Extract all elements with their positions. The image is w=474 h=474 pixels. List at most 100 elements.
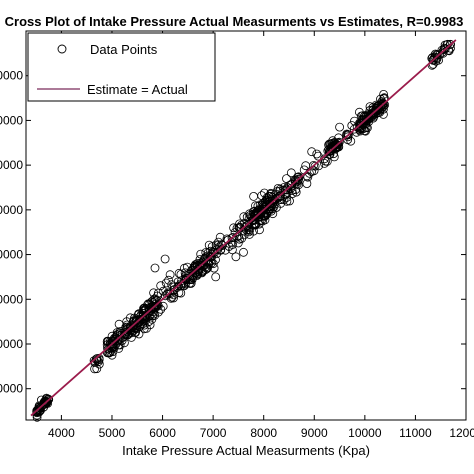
data-point	[188, 265, 198, 275]
x-tick-label: 4000	[48, 426, 75, 440]
data-point	[114, 343, 124, 353]
data-point	[255, 225, 264, 235]
data-point	[293, 175, 303, 185]
data-points-layer	[32, 39, 456, 422]
legend-estimate-line-label: Estimate = Actual	[87, 82, 188, 97]
chart-title: Cross Plot of Intake Pressure Actual Mea…	[5, 14, 464, 29]
data-point	[169, 290, 179, 300]
data-point	[229, 223, 239, 233]
data-point	[259, 205, 269, 215]
legend: Data Points Estimate = Actual	[27, 32, 216, 102]
data-point	[188, 273, 198, 283]
y-tick-label: 0000	[0, 158, 23, 172]
data-point	[165, 270, 175, 280]
data-point	[120, 338, 129, 348]
data-point	[428, 55, 438, 65]
x-tick-label: 10000	[348, 426, 382, 440]
data-point	[239, 247, 248, 257]
data-point	[162, 289, 172, 299]
y-tick-label: 0000	[0, 69, 23, 83]
data-point	[103, 343, 112, 353]
data-point	[134, 309, 144, 319]
legend-box	[27, 32, 216, 102]
x-axis-label: Intake Pressure Actual Measurments (Kpa)	[122, 443, 370, 458]
estimate-actual-line	[30, 39, 457, 417]
data-point	[248, 215, 258, 225]
data-point	[201, 257, 211, 266]
data-point	[145, 320, 155, 330]
data-point	[174, 281, 184, 291]
data-point	[161, 278, 171, 288]
data-point	[380, 100, 390, 110]
data-point	[132, 324, 142, 334]
data-point	[379, 93, 389, 103]
data-point	[223, 235, 233, 245]
y-tick-label: 0000	[0, 203, 23, 217]
data-point	[286, 179, 296, 189]
data-point	[272, 187, 282, 196]
data-point	[327, 138, 337, 148]
y-tick-label: 0000	[0, 248, 23, 262]
data-point	[282, 174, 291, 184]
data-point	[129, 326, 138, 336]
plot-frame	[25, 30, 467, 421]
data-point	[333, 138, 343, 148]
data-point	[165, 288, 174, 298]
data-point	[258, 216, 268, 226]
data-point	[435, 50, 445, 60]
data-point	[138, 319, 148, 329]
data-point	[379, 90, 389, 99]
data-point	[132, 318, 142, 328]
data-point	[215, 232, 225, 242]
data-point	[313, 151, 323, 161]
y-tick-label: 0000	[0, 382, 23, 396]
data-point	[131, 328, 141, 337]
data-point	[445, 39, 455, 49]
data-point	[158, 301, 168, 311]
data-point	[181, 273, 191, 283]
data-point	[135, 322, 145, 332]
data-point	[358, 124, 368, 134]
data-point	[363, 112, 373, 122]
y-tick-label: 0000	[0, 292, 23, 306]
x-tick-label: 5000	[99, 426, 126, 440]
data-point	[288, 189, 298, 198]
data-point	[282, 196, 292, 206]
data-point	[334, 133, 344, 143]
data-point	[164, 275, 174, 285]
y-axis: 0000 0000 0000 0000 0000 0000 0000 0000	[0, 69, 466, 396]
y-tick-label: 0000	[0, 337, 23, 351]
data-point	[174, 268, 184, 278]
data-point	[361, 115, 371, 125]
data-point	[156, 304, 166, 314]
data-point	[160, 254, 170, 264]
data-point	[167, 280, 177, 290]
estimate-line-layer	[30, 39, 457, 417]
data-point	[211, 255, 220, 265]
data-point	[211, 272, 221, 282]
data-point	[267, 204, 277, 214]
data-point	[286, 168, 296, 178]
data-point	[165, 289, 175, 299]
x-tick-label: 6000	[149, 426, 176, 440]
data-point	[191, 260, 201, 269]
data-point	[309, 160, 319, 170]
data-point	[209, 263, 219, 273]
data-point	[312, 149, 322, 159]
data-point	[115, 327, 125, 336]
data-point	[373, 105, 383, 115]
data-point	[231, 252, 241, 262]
data-point	[245, 225, 255, 235]
data-point	[143, 299, 153, 309]
x-tick-label: 11000	[399, 426, 432, 440]
data-point	[294, 180, 304, 190]
data-point	[187, 275, 197, 285]
data-point	[206, 246, 216, 256]
data-point	[150, 263, 160, 273]
data-point	[302, 179, 312, 189]
data-point	[320, 158, 329, 168]
data-point	[437, 47, 447, 57]
data-point	[179, 263, 189, 273]
data-point	[329, 152, 339, 162]
